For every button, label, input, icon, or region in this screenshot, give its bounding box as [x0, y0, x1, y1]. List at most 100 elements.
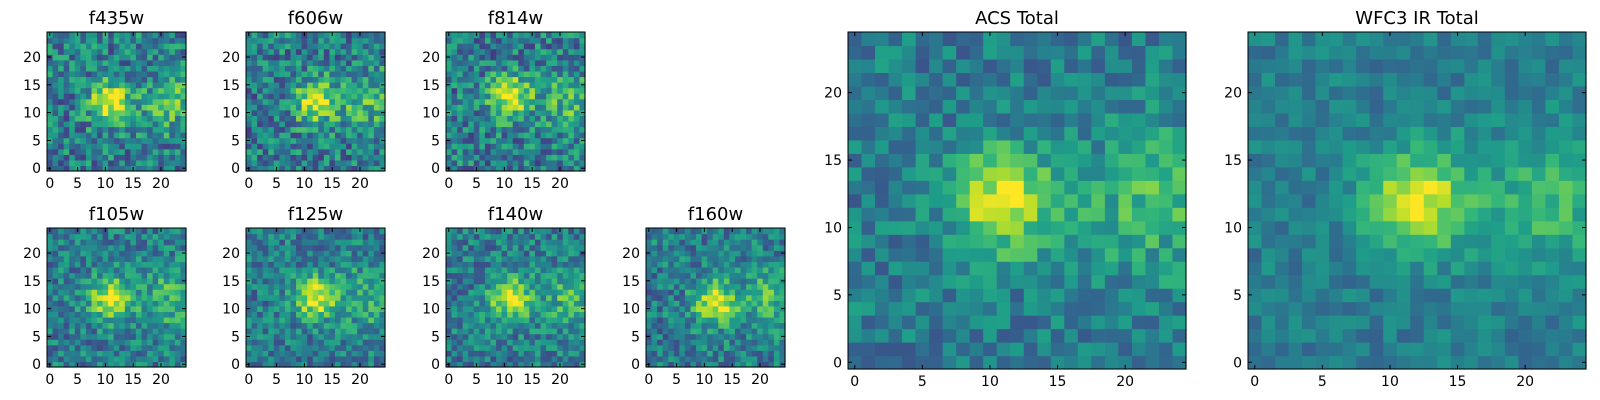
heatmap-cell — [279, 37, 286, 44]
heatmap-cell — [496, 54, 503, 61]
heatmap-cell — [457, 272, 464, 279]
heatmap-cell — [523, 59, 530, 66]
heatmap-cell — [379, 266, 386, 274]
heatmap-cell — [751, 283, 758, 290]
heatmap-cell — [141, 344, 148, 351]
heatmap-cell — [746, 294, 753, 301]
heatmap-cell — [85, 244, 93, 251]
heatmap-cell — [357, 244, 364, 251]
heatmap-cell — [1064, 166, 1079, 181]
heatmap-cell — [451, 159, 458, 167]
heatmap-cell — [562, 250, 569, 257]
heatmap-cell — [323, 328, 330, 335]
heatmap-cell — [63, 255, 70, 262]
heatmap-cell — [729, 305, 736, 312]
heatmap-cell — [346, 65, 353, 72]
heatmap-cell — [74, 344, 81, 351]
heatmap-cell — [113, 154, 120, 161]
heatmap-cell — [346, 154, 353, 161]
heatmap-cell — [74, 43, 81, 50]
heatmap-cell — [180, 289, 187, 296]
heatmap-cell — [657, 261, 664, 268]
heatmap-cell — [573, 344, 581, 351]
heatmap-cell — [113, 43, 120, 50]
heatmap-cell — [568, 137, 575, 144]
heatmap-cell — [180, 244, 187, 251]
heatmap-cell — [740, 255, 747, 262]
heatmap-cell — [523, 126, 530, 133]
heatmap-cell — [457, 239, 464, 246]
heatmap-cell — [113, 65, 120, 72]
heatmap-cell — [484, 93, 492, 100]
heatmap-cell — [119, 228, 126, 235]
heatmap-cell — [357, 54, 364, 61]
heatmap-cell — [573, 126, 581, 133]
heatmap-cell — [307, 316, 314, 324]
heatmap-cell — [512, 165, 519, 172]
heatmap-cell — [180, 87, 187, 94]
heatmap-cell — [124, 82, 131, 89]
heatmap-cell — [1145, 207, 1160, 222]
heatmap-cell — [80, 311, 87, 318]
heatmap-cell — [969, 234, 984, 249]
heatmap-cell — [124, 54, 131, 61]
heatmap-cell — [97, 344, 104, 351]
heatmap-cell — [141, 316, 148, 324]
heatmap-cell — [523, 154, 530, 161]
heatmap-cell — [740, 239, 747, 246]
heatmap-cell — [657, 316, 664, 324]
heatmap-cell — [174, 272, 182, 279]
heatmap-cell — [58, 120, 65, 128]
heatmap-cell — [501, 104, 508, 111]
heatmap-cell — [557, 98, 564, 105]
heatmap-cell — [379, 311, 386, 318]
heatmap-cell — [734, 322, 742, 329]
heatmap-cell — [888, 315, 903, 330]
heatmap-cell — [97, 228, 104, 235]
heatmap-cell — [113, 261, 120, 268]
heatmap-cell — [329, 82, 336, 89]
heatmap-cell — [334, 159, 342, 167]
heatmap-cell — [307, 43, 314, 50]
heatmap-cell — [523, 311, 530, 318]
heatmap-cell — [163, 70, 170, 78]
heatmap-cell — [346, 159, 353, 167]
heatmap-cell — [268, 137, 275, 144]
heatmap-cell — [357, 250, 364, 257]
heatmap-cell — [152, 344, 159, 351]
heatmap-cell — [268, 300, 275, 307]
heatmap-cell — [124, 93, 131, 100]
heatmap-cell — [746, 316, 753, 324]
heatmap-cell — [690, 239, 697, 246]
heatmap-cell — [58, 82, 65, 89]
heatmap-cell — [301, 43, 308, 50]
heatmap-cell — [915, 355, 930, 370]
heatmap-cell — [529, 98, 536, 105]
heatmap-cell — [334, 148, 342, 155]
heatmap-cell — [373, 255, 381, 262]
heatmap-cell — [684, 278, 692, 285]
heatmap-cell — [174, 300, 182, 307]
heatmap-cell — [262, 37, 269, 44]
heatmap-cell — [346, 355, 353, 363]
heatmap-cell — [279, 244, 286, 251]
heatmap-cell — [346, 132, 353, 139]
y-tick-label: 0 — [231, 161, 240, 177]
heatmap-cell — [673, 278, 680, 285]
heatmap-cell — [273, 305, 280, 312]
heatmap-cell — [318, 93, 325, 100]
heatmap-cell — [529, 70, 536, 78]
heatmap-cell — [119, 350, 126, 357]
heatmap-cell — [557, 316, 564, 324]
heatmap-cell — [80, 266, 87, 274]
heatmap-cell — [902, 301, 917, 316]
heatmap-cell — [496, 37, 503, 44]
panel-title: f606w — [288, 8, 343, 29]
heatmap-cell — [529, 233, 536, 240]
heatmap-cell — [523, 266, 530, 274]
heatmap-cell — [579, 266, 586, 274]
heatmap-cell — [307, 148, 314, 155]
heatmap-cell — [1077, 328, 1092, 343]
heatmap-cell — [362, 266, 369, 274]
heatmap-cell — [296, 148, 303, 155]
